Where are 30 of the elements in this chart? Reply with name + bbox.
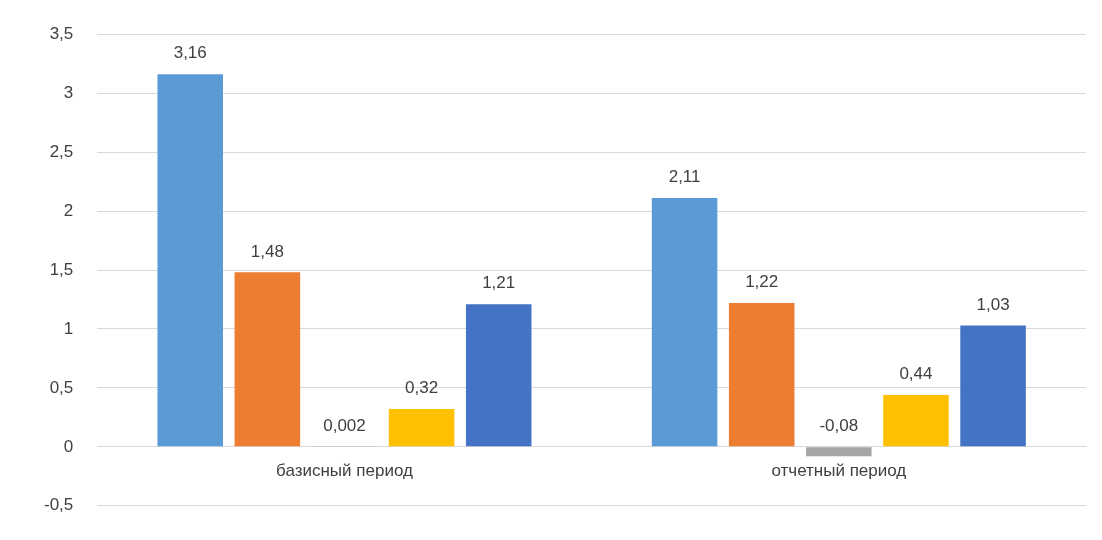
data-label: 1,48 bbox=[250, 241, 284, 261]
bar bbox=[157, 74, 224, 447]
y-tick-label: 3 bbox=[63, 82, 74, 102]
y-tick-label: 1,5 bbox=[49, 259, 74, 279]
bar bbox=[388, 409, 455, 447]
data-label: 3,16 bbox=[173, 43, 207, 63]
y-tick-label: 0 bbox=[63, 436, 74, 456]
y-tick-label: 1 bbox=[63, 318, 74, 338]
bar bbox=[651, 198, 718, 447]
data-label: 1,22 bbox=[745, 272, 779, 292]
bar bbox=[960, 325, 1026, 447]
data-label: 2,11 bbox=[668, 167, 701, 187]
y-tick-label: 3,5 bbox=[49, 23, 74, 43]
y-tick-label: 0,5 bbox=[49, 377, 74, 397]
x-tick-label: базисный период bbox=[276, 460, 413, 480]
data-label: 1,21 bbox=[482, 273, 516, 293]
bar bbox=[234, 272, 301, 447]
bar bbox=[806, 447, 872, 457]
y-tick-label: 2,5 bbox=[49, 141, 74, 161]
data-label: -0,08 bbox=[819, 416, 859, 436]
y-tick-label: -0,5 bbox=[44, 495, 74, 515]
data-label: 1,03 bbox=[976, 294, 1010, 314]
data-label: 0,32 bbox=[405, 378, 439, 398]
bar bbox=[465, 304, 532, 447]
x-tick-label: отчетный период bbox=[771, 460, 907, 480]
data-label: 0,44 bbox=[899, 364, 933, 384]
bar bbox=[728, 303, 795, 447]
y-tick-label: 2 bbox=[63, 200, 74, 220]
bar bbox=[883, 394, 949, 447]
data-label: 0,002 bbox=[323, 415, 366, 435]
